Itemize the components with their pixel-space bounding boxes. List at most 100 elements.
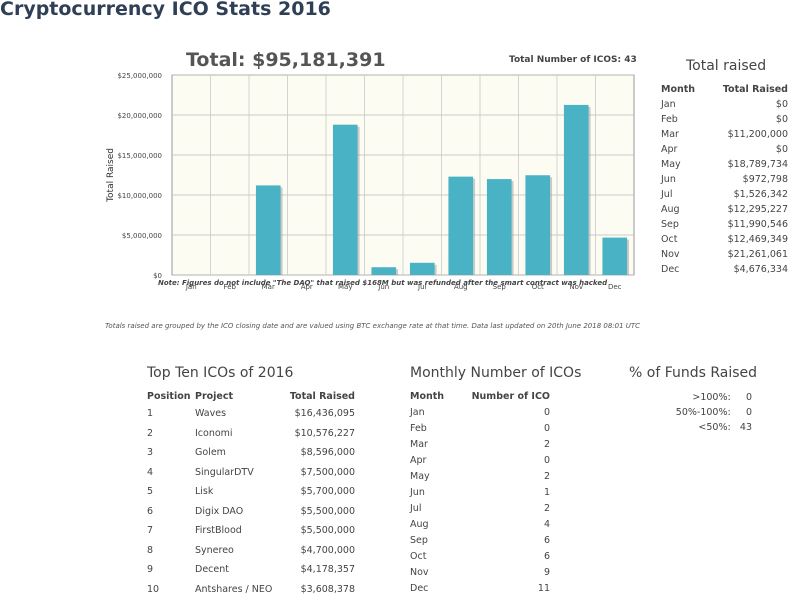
table-cell: 0 bbox=[452, 452, 550, 468]
table-cell: Lisk bbox=[195, 482, 282, 502]
table-cell: Decent bbox=[195, 560, 282, 580]
table-row: Jan$0 bbox=[661, 97, 788, 112]
table-cell: Digix DAO bbox=[195, 502, 282, 522]
table-cell: Mar bbox=[661, 127, 705, 142]
table-cell: $18,789,734 bbox=[705, 157, 788, 172]
table-cell: 1 bbox=[147, 404, 195, 424]
table-row: Apr$0 bbox=[661, 142, 788, 157]
table-cell: FirstBlood bbox=[195, 521, 282, 541]
table-row: Feb$0 bbox=[661, 112, 788, 127]
y-tick-label: $5,000,000 bbox=[122, 232, 162, 240]
table-cell: $0 bbox=[705, 142, 788, 157]
top-ten-title: Top Ten ICOs of 2016 bbox=[147, 365, 293, 381]
table-cell: May bbox=[661, 157, 705, 172]
table-cell: Jan bbox=[661, 97, 705, 112]
table-cell: Jun bbox=[661, 172, 705, 187]
table-cell: $4,700,000 bbox=[282, 541, 355, 561]
table-cell: Sep bbox=[410, 532, 452, 548]
column-header: Month bbox=[661, 82, 705, 97]
table-cell: 0 bbox=[731, 405, 752, 420]
table-cell: Mar bbox=[410, 436, 452, 452]
table-cell: $10,576,227 bbox=[282, 424, 355, 444]
table-cell: 0 bbox=[452, 404, 550, 420]
table-cell: 9 bbox=[147, 560, 195, 580]
bar bbox=[256, 185, 281, 275]
table-cell: $12,295,227 bbox=[705, 202, 788, 217]
data-update-note: Totals raised are grouped by the ICO clo… bbox=[105, 322, 640, 330]
table-cell: $972,798 bbox=[705, 172, 788, 187]
table-cell: Apr bbox=[661, 142, 705, 157]
bar bbox=[525, 175, 550, 275]
table-cell: 2 bbox=[452, 500, 550, 516]
table-cell: Jun bbox=[410, 484, 452, 500]
table-cell: $5,500,000 bbox=[282, 521, 355, 541]
table-cell: $8,596,000 bbox=[282, 443, 355, 463]
table-row: >100%:0 bbox=[634, 390, 752, 405]
table-cell: 0 bbox=[731, 390, 752, 405]
table-cell: 5 bbox=[147, 482, 195, 502]
table-row: Nov$21,261,061 bbox=[661, 247, 788, 262]
table-row: Jun$972,798 bbox=[661, 172, 788, 187]
table-cell: 11 bbox=[452, 580, 550, 596]
bar bbox=[410, 263, 435, 275]
table-header-row: Month Total Raised bbox=[661, 82, 788, 97]
table-cell: Jul bbox=[410, 500, 452, 516]
table-cell: Feb bbox=[661, 112, 705, 127]
page-title: Cryptocurrency ICO Stats 2016 bbox=[0, 0, 331, 20]
table-cell: 50%-100%: bbox=[634, 405, 731, 420]
table-row: Dec$4,676,334 bbox=[661, 262, 788, 277]
table-cell: $21,261,061 bbox=[705, 247, 788, 262]
table-row: Oct$12,469,349 bbox=[661, 232, 788, 247]
y-tick-label: $20,000,000 bbox=[117, 112, 162, 120]
table-header-row: Position Project Total Raised bbox=[147, 388, 355, 404]
table-cell: Aug bbox=[410, 516, 452, 532]
dao-note: Note: Figures do not include "The DAO" t… bbox=[158, 279, 607, 287]
chart-ico-count: Total Number of ICOS: 43 bbox=[509, 55, 637, 65]
table-cell: 0 bbox=[452, 420, 550, 436]
bar bbox=[371, 267, 396, 275]
table-cell: SingularDTV bbox=[195, 463, 282, 483]
table-cell: $4,178,357 bbox=[282, 560, 355, 580]
table-cell: Dec bbox=[661, 262, 705, 277]
table-header-row: Month Number of ICO bbox=[410, 388, 550, 404]
table-cell: $4,676,334 bbox=[705, 262, 788, 277]
table-cell: $11,200,000 bbox=[705, 127, 788, 142]
chart-total-title: Total: $95,181,391 bbox=[186, 49, 386, 71]
monthly-number-title: Monthly Number of ICOs bbox=[410, 365, 581, 381]
table-cell: 2 bbox=[452, 468, 550, 484]
table-cell: Synereo bbox=[195, 541, 282, 561]
table-cell: $5,700,000 bbox=[282, 482, 355, 502]
table-cell: $0 bbox=[705, 97, 788, 112]
bar bbox=[448, 177, 473, 275]
table-cell: $1,526,342 bbox=[705, 187, 788, 202]
table-cell: Oct bbox=[410, 548, 452, 564]
table-cell: 4 bbox=[452, 516, 550, 532]
table-row: Mar$11,200,000 bbox=[661, 127, 788, 142]
table-cell: 8 bbox=[147, 541, 195, 561]
table-cell: 10 bbox=[147, 580, 195, 599]
table-cell: $0 bbox=[705, 112, 788, 127]
table-row: Aug$12,295,227 bbox=[661, 202, 788, 217]
table-cell: >100%: bbox=[634, 390, 731, 405]
table-cell: $7,500,000 bbox=[282, 463, 355, 483]
table-cell: 6 bbox=[452, 532, 550, 548]
table-cell: May bbox=[410, 468, 452, 484]
table-cell: Golem bbox=[195, 443, 282, 463]
table-cell: Dec bbox=[410, 580, 452, 596]
column-header: Total Raised bbox=[705, 82, 788, 97]
table-cell: $3,608,378 bbox=[282, 580, 355, 599]
table-row: Jul$1,526,342 bbox=[661, 187, 788, 202]
